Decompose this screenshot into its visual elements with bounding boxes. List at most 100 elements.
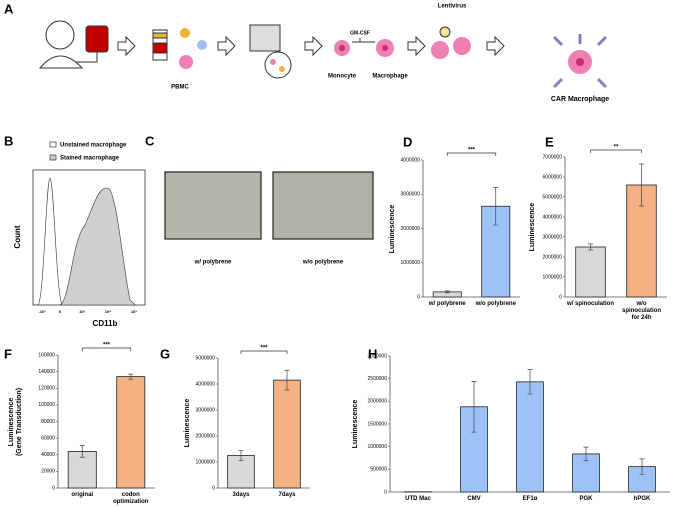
significance-bracket — [590, 149, 642, 153]
step-label: Lentivirus — [438, 4, 467, 10]
axis-label: Count — [13, 225, 22, 248]
significance-bracket — [446, 152, 497, 156]
error-bar — [471, 381, 477, 433]
bar — [116, 376, 146, 489]
y-tick-label: 1500000 — [368, 421, 388, 427]
y-tick-label: 0 — [559, 294, 562, 300]
y-tick-label: 1000000 — [368, 444, 388, 450]
y-tick-label: 1000000 — [543, 274, 563, 280]
panel-label: H — [368, 346, 377, 361]
y-tick-label: 3000000 — [543, 234, 563, 240]
y-tick-label: 4000000 — [401, 157, 421, 163]
error-bar — [238, 449, 244, 462]
y-axis-label: Luminescence — [351, 399, 359, 449]
panel-label: C — [145, 133, 155, 148]
significance-bracket — [81, 347, 132, 351]
error-bar — [128, 373, 134, 380]
y-tick-label: 1000000 — [196, 459, 216, 465]
y-tick-label: 4000000 — [196, 381, 216, 387]
x-tick-label: PGK — [579, 496, 593, 502]
unstained-histogram — [37, 177, 63, 306]
y-tick-label: 6000000 — [543, 174, 563, 180]
step-label: Monocyte — [328, 74, 357, 80]
x-tick-label: 7days — [278, 492, 296, 498]
y-axis-label: Luminescence — [388, 204, 396, 253]
bar — [575, 246, 606, 298]
x-tick-label: 10⁵ — [131, 309, 137, 314]
legend-swatch — [49, 141, 57, 148]
bar — [516, 381, 544, 493]
y-tick-label: 2000000 — [401, 226, 421, 232]
panel-label: G — [160, 346, 170, 361]
x-tick-label: codon optimization — [113, 492, 149, 505]
y-tick-label: 80000 — [41, 419, 55, 425]
x-tick-label: 0 — [59, 309, 62, 314]
error-bar — [284, 369, 290, 391]
significance-label: ** — [614, 145, 619, 151]
x-tick-label: w/o polybrene — [475, 301, 516, 307]
x-tick-label: w/ polybrene — [428, 301, 466, 307]
y-tick-label: 0 — [384, 489, 387, 495]
error-bar — [639, 163, 644, 207]
stained-histogram — [59, 187, 136, 306]
axis-label: CD11b — [93, 319, 118, 328]
y-tick-label: 5000000 — [543, 194, 563, 200]
x-tick-label: 10⁴ — [105, 309, 111, 314]
y-tick-label: 3000000 — [368, 353, 388, 359]
y-tick-label: 100000 — [38, 402, 55, 408]
image-caption: w/ polybrene — [194, 260, 232, 266]
x-tick-label: 3days — [232, 492, 250, 498]
micrograph — [272, 171, 374, 240]
error-bar — [588, 243, 593, 251]
legend-label: Stained macrophage — [60, 156, 120, 162]
y-axis-label: Luminescence — [183, 398, 191, 448]
step-label: GM-CSF — [350, 30, 370, 36]
bar — [481, 205, 511, 298]
y-tick-label: 2000000 — [543, 254, 563, 260]
y-tick-label: 1000000 — [401, 260, 421, 266]
schematic — [38, 20, 608, 89]
y-tick-label: 40000 — [41, 452, 55, 458]
x-tick-label: hPGK — [633, 496, 651, 502]
y-tick-label: 140000 — [38, 369, 55, 375]
legend-swatch — [49, 154, 57, 161]
significance-bracket — [240, 350, 288, 354]
error-bar — [444, 290, 450, 294]
panel-label: A — [4, 1, 14, 16]
error-bar — [639, 458, 645, 475]
panel-label: D — [403, 134, 412, 149]
y-tick-label: 0 — [212, 485, 215, 491]
error-bar — [79, 445, 85, 458]
y-tick-label: 160000 — [38, 352, 55, 358]
legend-label: Unstained macrophage — [60, 143, 127, 149]
y-tick-label: 2000000 — [368, 399, 388, 405]
error-bar — [583, 446, 589, 462]
significance-label: *** — [468, 148, 476, 154]
x-tick-label: 10³ — [79, 309, 85, 314]
error-bar — [493, 187, 499, 226]
y-tick-label: 2000000 — [196, 433, 216, 439]
y-tick-label: 5000000 — [196, 355, 216, 361]
step-label: CAR Macrophage — [551, 96, 609, 103]
y-tick-label: 500000 — [370, 467, 387, 473]
x-tick-label: EF1α — [522, 496, 538, 502]
y-axis-label: Luminescence (Gene Transduction) — [7, 387, 23, 456]
significance-label: *** — [103, 343, 111, 349]
y-axis-label: Luminescence — [528, 202, 536, 252]
y-tick-label: 3000000 — [401, 192, 421, 198]
y-tick-label: 120000 — [38, 386, 55, 392]
step-label: Macrophage — [372, 74, 408, 80]
y-tick-label: 20000 — [41, 469, 55, 475]
panel-label: E — [545, 134, 554, 149]
significance-label: *** — [260, 346, 268, 352]
x-tick-label: w/ spinoculation — [566, 301, 615, 307]
x-tick-label: CMV — [467, 496, 481, 502]
x-tick-label: w/o spinoculation for 24h — [622, 301, 661, 321]
panel-label: B — [4, 133, 13, 148]
panel-label: F — [4, 346, 12, 361]
x-tick-label: -10³ — [38, 309, 46, 314]
y-tick-label: 4000000 — [543, 214, 563, 220]
x-tick-label: UTD Mac — [405, 496, 431, 502]
y-tick-label: 7000000 — [543, 154, 563, 160]
